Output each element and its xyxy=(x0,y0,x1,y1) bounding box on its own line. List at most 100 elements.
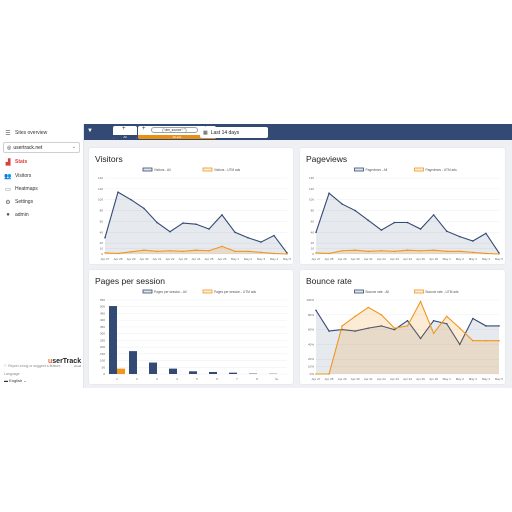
sites-overview-label: Sites overview xyxy=(15,130,48,136)
y-tick-label: 20% xyxy=(308,357,314,361)
y-tick-label: 120 xyxy=(309,187,314,191)
visitors-chart: Visitors - All Visitors - UTM ads 010 20 40 6… xyxy=(98,167,292,261)
segment-all[interactable]: + All xyxy=(113,126,137,139)
segment-utm-ads[interactable]: + {"utm_source":""} + All ads xyxy=(138,126,216,139)
card-title: Visitors xyxy=(95,154,123,164)
utm-filter-chip[interactable]: {"utm_source":""} xyxy=(151,127,198,133)
legend-entry: Pageviews - All xyxy=(366,168,388,172)
data-point xyxy=(315,373,317,375)
data-point xyxy=(221,214,223,216)
sidebar-item-settings[interactable]: ⚙ Settings xyxy=(4,197,33,207)
data-point xyxy=(393,250,396,253)
x-tick-label: 2 xyxy=(136,377,138,381)
data-point xyxy=(234,250,236,253)
x-tick-label: May 1 xyxy=(443,257,452,261)
app-window: ☰ Sites overview ◎ usertrack.net ⌄ ▟ Sta… xyxy=(0,124,512,388)
y-tick-label: 140 xyxy=(98,176,103,180)
y-tick-label: 80% xyxy=(308,313,314,317)
x-tick-label: Apr 22 xyxy=(166,257,175,261)
y-tick-label: 10 xyxy=(311,247,315,251)
data-point xyxy=(367,327,370,329)
y-tick-label: 20 xyxy=(100,241,104,245)
y-tick-label: 50 xyxy=(102,365,106,369)
data-point xyxy=(234,231,236,234)
user-icon: ● xyxy=(6,212,10,218)
y-tick-label: 500 xyxy=(100,305,105,309)
sidebar-item-heatmaps[interactable]: ▭ Heatmaps xyxy=(4,184,38,194)
data-point xyxy=(328,330,330,332)
data-point xyxy=(169,249,171,252)
y-tick-label: 550 xyxy=(100,298,105,302)
series-area xyxy=(316,193,499,254)
x-tick-label: Apr 27 xyxy=(312,377,321,381)
bar xyxy=(117,368,125,374)
y-tick-label: 450 xyxy=(100,311,105,315)
plus-icon[interactable]: + xyxy=(142,126,146,132)
chevron-down-icon: ⌄ xyxy=(71,144,76,150)
x-tick-label: May 2 xyxy=(456,257,465,261)
x-tick-label: May 3 xyxy=(257,257,266,261)
sidebar-item-label: Visitors xyxy=(15,173,32,179)
language-select[interactable]: ▬ English ⌄ xyxy=(4,378,27,383)
date-range-picker[interactable]: ▦ Last 14 days xyxy=(200,127,268,138)
x-tick-label: Apr 30 xyxy=(351,377,360,381)
data-point xyxy=(156,221,158,224)
data-point xyxy=(130,251,132,253)
y-tick-label: 100% xyxy=(306,298,314,302)
sidebar-item-admin[interactable]: ● admin xyxy=(4,210,28,220)
card-title: Bounce rate xyxy=(306,276,352,286)
list-icon: ☰ xyxy=(5,130,11,137)
data-point xyxy=(458,235,461,238)
x-tick-label: Apr 30 xyxy=(140,257,149,261)
sidebar-item-visitors[interactable]: 👥 Visitors xyxy=(4,171,31,181)
y-tick-label: 300 xyxy=(100,332,105,336)
x-tick-label: Apr 21 xyxy=(153,257,162,261)
stats-dashboard: Visitors Visitors - All Visitors - UTM ad… xyxy=(84,140,512,388)
x-tick-label: 4 xyxy=(176,377,178,381)
x-tick-label: 9+ xyxy=(275,377,279,381)
report-bug-link[interactable]: ⚐ Report a bug or suggest a feature xyxy=(4,364,61,368)
legend-entry: Visitors - All xyxy=(154,168,171,172)
y-tick-label: 40 xyxy=(311,230,315,234)
x-tick-label: 5 xyxy=(196,377,198,381)
x-tick-label: May 3 xyxy=(469,377,478,381)
y-tick-label: 60% xyxy=(308,328,314,332)
legend-swatch xyxy=(202,167,213,172)
y-tick-label: 80 xyxy=(311,209,315,213)
sidebar-item-label: Heatmaps xyxy=(15,186,38,192)
data-point xyxy=(458,327,461,329)
x-tick-label: May 4 xyxy=(482,257,491,261)
sidebar: ☰ Sites overview ◎ usertrack.net ⌄ ▟ Sta… xyxy=(0,124,84,388)
y-tick-label: 10% xyxy=(308,365,314,369)
data-point xyxy=(485,339,487,342)
x-tick-label: Apr 28 xyxy=(325,257,334,261)
x-tick-label: May 1 xyxy=(231,257,240,261)
series-area xyxy=(105,192,287,254)
calendar-icon: ▦ xyxy=(203,129,208,136)
sites-overview-link[interactable]: ☰ Sites overview xyxy=(4,128,47,138)
visitors-card: Visitors Visitors - All Visitors - UTM ad… xyxy=(89,148,293,264)
x-tick-label: Apr 24 xyxy=(403,257,412,261)
x-tick-label: Apr 30 xyxy=(351,257,360,261)
x-tick-label: 3 xyxy=(156,377,158,381)
gear-icon: ⚙ xyxy=(5,199,11,206)
sidebar-item-stats[interactable]: ▟ Stats xyxy=(4,157,28,167)
data-point xyxy=(393,327,396,329)
data-point xyxy=(445,250,448,253)
y-tick-label: 200 xyxy=(100,345,105,349)
x-tick-label: Apr 23 xyxy=(390,377,399,381)
legend-swatch xyxy=(414,167,424,172)
x-tick-label: May 5 xyxy=(283,257,292,261)
y-tick-label: 0 xyxy=(312,252,314,256)
x-tick-label: May 3 xyxy=(469,257,478,261)
data-point xyxy=(472,251,474,254)
bounce-rate-card: Bounce rate Bounce rate - All Bounce rate… xyxy=(300,270,505,384)
legend-swatch xyxy=(202,289,213,294)
site-select[interactable]: ◎ usertrack.net ⌄ xyxy=(3,142,80,153)
filter-icon[interactable]: ▼ xyxy=(87,128,93,134)
y-tick-label: 400 xyxy=(100,318,105,322)
y-tick-label: 120 xyxy=(98,187,103,191)
data-point xyxy=(419,249,422,252)
data-point xyxy=(341,249,343,252)
plus-icon[interactable]: + xyxy=(122,126,126,132)
